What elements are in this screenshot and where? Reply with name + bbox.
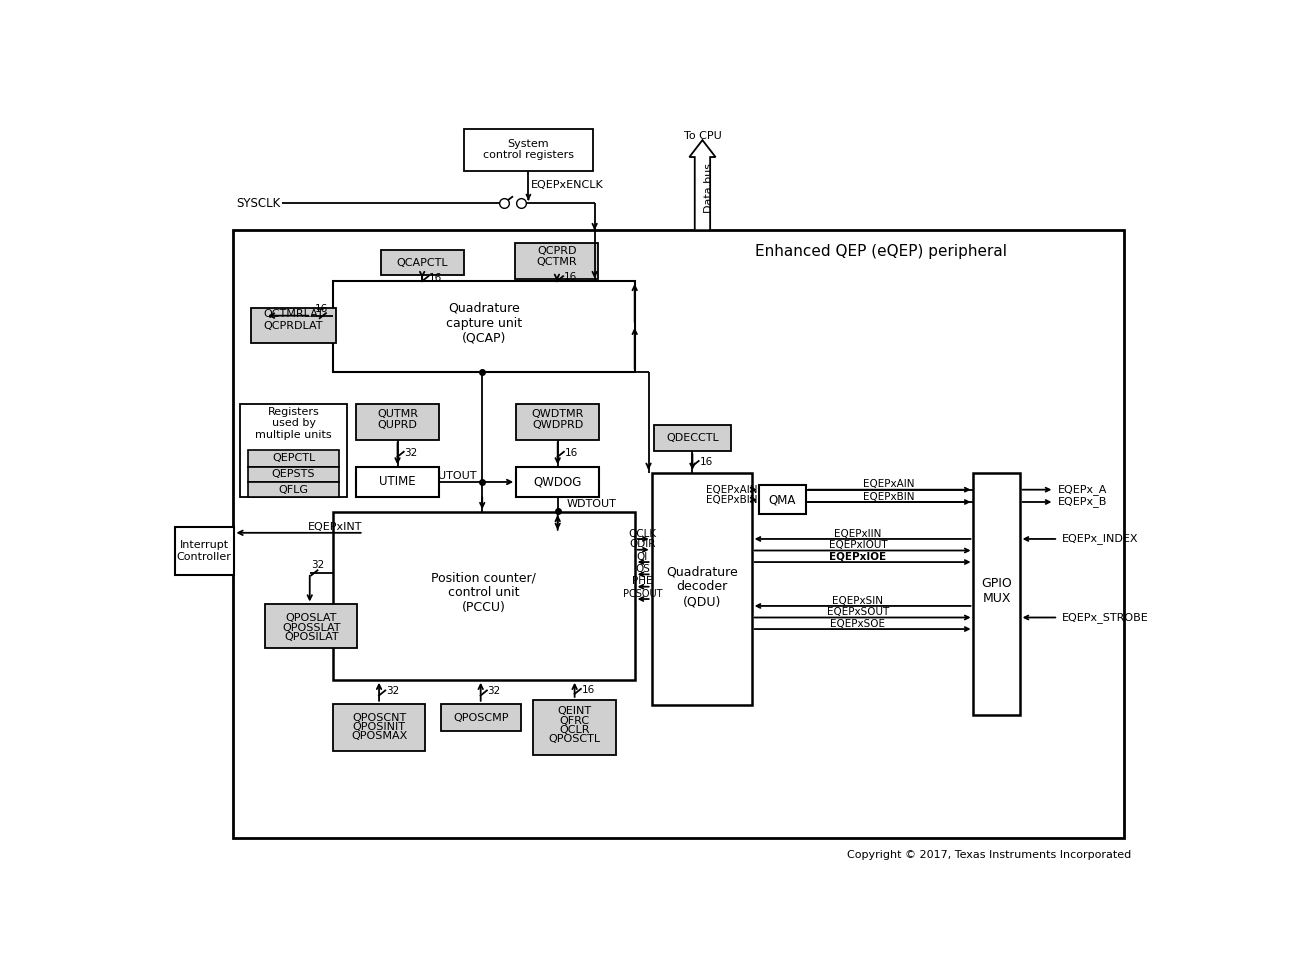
Text: Enhanced QEP (eQEP) peripheral: Enhanced QEP (eQEP) peripheral	[756, 245, 1007, 259]
Text: 16: 16	[314, 304, 327, 314]
Text: Data bus: Data bus	[704, 163, 714, 213]
Text: QWDOG: QWDOG	[533, 476, 582, 488]
Text: Quadrature
decoder
(QDU): Quadrature decoder (QDU)	[666, 566, 738, 608]
Bar	[248, 449, 339, 467]
Text: QEPSTS: QEPSTS	[272, 469, 316, 480]
Text: EQEPxENCLK: EQEPxENCLK	[531, 179, 603, 190]
Text: QCAPCTL: QCAPCTL	[396, 257, 448, 267]
Text: 16: 16	[564, 272, 577, 282]
Text: 16: 16	[699, 457, 713, 467]
Text: QEPCTL: QEPCTL	[272, 453, 316, 463]
Text: EQEPxSIN: EQEPxSIN	[832, 596, 884, 605]
Text: QCLK: QCLK	[629, 528, 656, 538]
Bar	[516, 405, 599, 440]
Text: QPOSINIT: QPOSINIT	[352, 722, 405, 732]
Text: UTIME: UTIME	[379, 476, 415, 488]
Text: QCLR: QCLR	[559, 725, 590, 735]
Bar	[248, 482, 339, 497]
Bar	[356, 405, 439, 440]
Bar	[356, 467, 439, 496]
Text: Quadrature
capture unit
(QCAP): Quadrature capture unit (QCAP)	[445, 302, 521, 345]
Text: EQEPx_STROBE: EQEPx_STROBE	[1062, 612, 1149, 623]
Text: QWDTMR
QWDPRD: QWDTMR QWDPRD	[532, 409, 584, 430]
Text: QPOSMAX: QPOSMAX	[351, 731, 408, 741]
Bar	[265, 604, 357, 647]
Text: EQEPxSOE: EQEPxSOE	[831, 619, 885, 629]
Bar	[760, 485, 806, 515]
Text: QUTMR
QUPRD: QUTMR QUPRD	[377, 409, 418, 430]
Bar	[333, 512, 634, 680]
Text: QDIR: QDIR	[629, 539, 656, 549]
Text: GPIO
MUX: GPIO MUX	[981, 576, 1012, 604]
Bar	[333, 704, 426, 752]
Text: System
control registers: System control registers	[483, 138, 575, 160]
Text: QFRC: QFRC	[559, 716, 590, 725]
Text: EQEPxIOUT: EQEPxIOUT	[828, 540, 888, 550]
Text: QPOSCTL: QPOSCTL	[549, 734, 600, 744]
Text: 16: 16	[564, 448, 578, 458]
Text: WDTOUT: WDTOUT	[567, 498, 617, 509]
Text: EQEPxSOUT: EQEPxSOUT	[827, 607, 889, 617]
Text: 32: 32	[405, 448, 418, 458]
Bar	[333, 281, 634, 371]
Bar	[515, 243, 599, 280]
Text: QPOSCMP: QPOSCMP	[453, 713, 509, 722]
Text: QPOSSLAT: QPOSSLAT	[282, 622, 340, 633]
Bar	[441, 704, 521, 731]
Text: EQEPxBIN: EQEPxBIN	[705, 494, 757, 505]
Text: QEINT: QEINT	[558, 707, 591, 717]
Text: EQEPxAIN: EQEPxAIN	[863, 480, 915, 489]
Bar	[241, 405, 347, 496]
Bar	[380, 251, 463, 275]
Text: EQEPx_A: EQEPx_A	[1058, 485, 1108, 495]
Text: QCTMRLAT
QCPRDLAT: QCTMRLAT QCPRDLAT	[263, 309, 324, 332]
Bar	[973, 473, 1020, 715]
Text: SYSCLK: SYSCLK	[237, 197, 281, 210]
Text: UTOUT: UTOUT	[439, 471, 476, 481]
Bar	[463, 129, 593, 171]
Text: To CPU: To CPU	[683, 132, 721, 141]
Text: EQEPxIOE: EQEPxIOE	[829, 552, 886, 562]
Bar	[516, 467, 599, 496]
Bar	[175, 527, 233, 575]
Text: 16: 16	[430, 273, 443, 283]
Text: EQEPx_B: EQEPx_B	[1058, 496, 1108, 507]
Bar	[251, 308, 336, 343]
Text: QCPRD
QCTMR: QCPRD QCTMR	[537, 246, 577, 267]
Text: EQEPxIIN: EQEPxIIN	[835, 528, 881, 538]
Text: QS: QS	[635, 564, 650, 574]
Text: Position counter/
control unit
(PCCU): Position counter/ control unit (PCCU)	[431, 571, 536, 614]
Bar	[652, 473, 752, 705]
Text: EQEPx_INDEX: EQEPx_INDEX	[1062, 533, 1139, 544]
Bar	[248, 467, 339, 482]
Text: QDECCTL: QDECCTL	[666, 433, 718, 443]
Text: QPOSILAT: QPOSILAT	[283, 632, 339, 642]
Text: EQEPxBIN: EQEPxBIN	[863, 491, 915, 501]
Text: QPOSCNT: QPOSCNT	[352, 713, 406, 722]
Bar	[233, 230, 1124, 838]
Text: PCSOUT: PCSOUT	[622, 589, 663, 599]
Bar	[533, 700, 616, 756]
FancyArrow shape	[690, 140, 716, 230]
Text: QMA: QMA	[769, 493, 796, 506]
Text: EQEPxAIN: EQEPxAIN	[705, 485, 757, 494]
Bar	[653, 425, 731, 451]
Text: QPOSLAT: QPOSLAT	[286, 613, 336, 623]
Text: QFLG: QFLG	[278, 485, 308, 494]
Text: EQEPxINT: EQEPxINT	[308, 523, 362, 532]
Text: Interrupt
Controller: Interrupt Controller	[177, 540, 232, 562]
Text: PHE: PHE	[633, 576, 652, 586]
Text: Registers
used by
multiple units: Registers used by multiple units	[255, 407, 331, 440]
Text: 16: 16	[581, 684, 595, 695]
Text: 32: 32	[311, 561, 324, 570]
Text: QI: QI	[637, 552, 648, 562]
Text: Copyright © 2017, Texas Instruments Incorporated: Copyright © 2017, Texas Instruments Inco…	[846, 849, 1131, 860]
Text: 32: 32	[386, 686, 400, 696]
Text: 32: 32	[488, 686, 501, 696]
